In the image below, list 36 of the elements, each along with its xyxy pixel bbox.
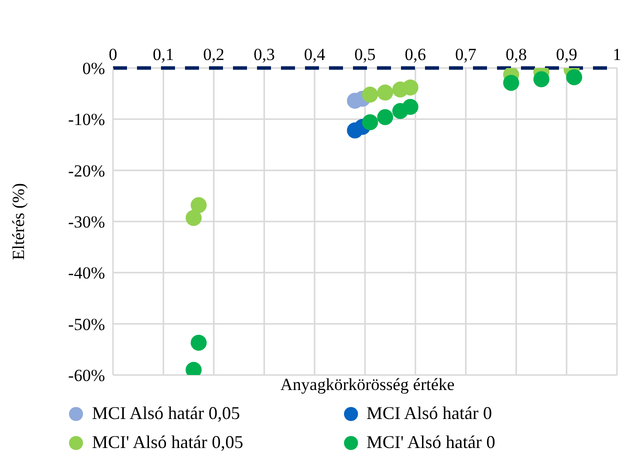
x-tick-label: 0,4 bbox=[304, 45, 326, 64]
y-tick-label: -20% bbox=[68, 161, 105, 180]
x-tick-label: 1 bbox=[612, 45, 622, 64]
y-axis-title: Eltérés (%) bbox=[9, 183, 28, 260]
x-tick-label: 0,3 bbox=[254, 45, 275, 64]
x-tick-label: 0,9 bbox=[556, 45, 578, 64]
x-tick-label: 0,7 bbox=[455, 45, 477, 64]
x-axis-title: Anyagkörkörösség értéke bbox=[279, 375, 456, 395]
point bbox=[190, 334, 207, 351]
point bbox=[362, 114, 378, 130]
y-tick-label: -30% bbox=[68, 212, 105, 232]
x-tick-label: 0 bbox=[108, 45, 118, 64]
x-tick-label: 0,2 bbox=[203, 45, 224, 64]
point bbox=[402, 98, 418, 115]
y-tick-label: -10% bbox=[68, 110, 105, 130]
point bbox=[377, 109, 394, 126]
point bbox=[503, 74, 520, 91]
x-tick-label: 0,8 bbox=[506, 45, 527, 64]
legend-label: MCI Alsó határ 0,05 bbox=[92, 403, 240, 424]
point bbox=[362, 86, 378, 103]
x-tick-label: 0,5 bbox=[354, 45, 376, 64]
point bbox=[566, 69, 582, 86]
legend-label: MCI' Alsó határ 0 bbox=[366, 432, 496, 453]
point bbox=[533, 71, 550, 88]
y-tick-label: -50% bbox=[68, 314, 105, 334]
legend-label: MCI Alsó határ 0 bbox=[366, 403, 492, 424]
x-tick-label: 0,1 bbox=[152, 45, 174, 64]
point bbox=[190, 197, 207, 214]
legend-label: MCI' Alsó határ 0,05 bbox=[92, 432, 244, 453]
point bbox=[377, 84, 394, 101]
x-tick-label: 0,6 bbox=[404, 45, 426, 64]
y-tick-label: -60% bbox=[68, 366, 105, 386]
point bbox=[186, 210, 202, 226]
y-tick-label: -40% bbox=[68, 264, 105, 283]
y-tick-label: 0% bbox=[82, 59, 105, 78]
point bbox=[402, 79, 418, 96]
